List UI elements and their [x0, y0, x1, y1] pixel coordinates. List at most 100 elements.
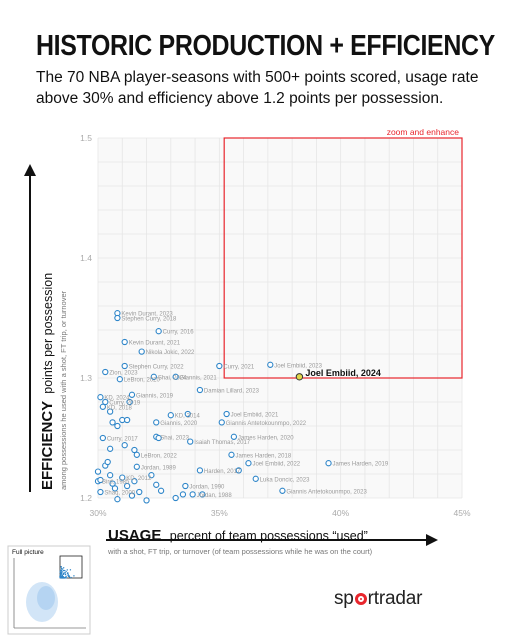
y-axis-sublabel: among possessions he used with a shot, F… [59, 290, 68, 490]
data-label: Joel Embiid, 2023 [274, 363, 322, 369]
data-point [106, 408, 114, 415]
x-axis-sublabel: with a shot, FT trip, or turnover (of te… [107, 547, 373, 556]
data-point [218, 419, 225, 426]
inset-point [62, 569, 65, 572]
data-label: James Harden, 2018 [235, 453, 291, 459]
x-axis-label-rest: percent of team possessions “used” [170, 529, 368, 543]
data-point [133, 463, 140, 470]
x-tick-label: 35% [211, 508, 228, 518]
data-label: Nikola Jokic, 2022 [146, 350, 195, 356]
data-label: KD, 2012 [126, 476, 152, 482]
data-label: Shai, 2024 [158, 375, 187, 381]
data-label: Joel Embiid, 2021 [231, 413, 279, 419]
inset-label: Full picture [12, 549, 44, 556]
inset-point [73, 575, 75, 577]
x-axis-label-big: USAGE [108, 527, 161, 544]
zoom-box: zoom and enhance [223, 127, 463, 379]
data-label: Giannis, 2019 [136, 393, 174, 399]
data-point [187, 438, 194, 445]
y-axis-label-big: EFFICIENCY [39, 401, 56, 490]
data-point [99, 403, 107, 410]
x-axis-arrow [106, 534, 438, 546]
data-point [123, 416, 131, 424]
data-point [97, 488, 104, 496]
page-subtitle: The 70 NBA player-seasons with 500+ poin… [36, 69, 479, 107]
data-point [109, 419, 116, 426]
chart-grid [97, 137, 463, 499]
data-label: Luka Doncic, 2023 [260, 477, 310, 483]
data-point [116, 376, 123, 383]
data-point [228, 451, 235, 458]
data-point [153, 419, 160, 426]
data-point [138, 348, 145, 355]
data-label: Stephen Curry, 2018 [121, 317, 177, 323]
data-label: Giannis, 2020 [160, 421, 198, 427]
inset-points [59, 566, 75, 579]
inset-point [64, 573, 67, 576]
inset-full-picture: Full picture [7, 545, 91, 635]
data-point [184, 410, 191, 418]
inset-point [60, 574, 62, 576]
data-label: Giannis Antetokounmpo, 2022 [226, 421, 307, 427]
data-point [148, 472, 155, 479]
data-label: Stephen Curry, 2022 [129, 365, 185, 371]
data-point [104, 458, 111, 466]
data-point [102, 398, 109, 406]
data-point [128, 391, 136, 398]
data-label: Harden, 2017 [204, 469, 241, 475]
data-point [172, 373, 179, 380]
y-tick-label: 1.5 [80, 133, 92, 143]
data-point [235, 467, 242, 474]
x-tick-label: 40% [332, 508, 349, 518]
data-point [230, 433, 238, 440]
inset-point [65, 575, 67, 578]
data-point [199, 491, 206, 498]
data-point [252, 475, 259, 482]
data-point [109, 480, 116, 487]
data-point [245, 460, 252, 467]
data-point [267, 361, 274, 368]
data-point [114, 496, 121, 503]
data-point [99, 434, 107, 442]
y-tick-label: 1.3 [80, 373, 92, 383]
data-point [172, 494, 179, 502]
y-axis-label: EFFICIENCY points per possession [39, 273, 56, 490]
inset-point [60, 567, 63, 570]
data-label: Kevin Durant, 2021 [129, 341, 181, 347]
data-label: KD, 2014 [175, 414, 201, 420]
data-point [131, 478, 138, 485]
data-point [189, 491, 196, 498]
data-point [216, 362, 223, 370]
inset-point [67, 573, 69, 575]
data-label: Curry, 2016 [163, 330, 195, 336]
data-point [97, 394, 104, 401]
highlight-point: Joel Embiid, 2024 [295, 368, 381, 381]
inset-point [60, 572, 62, 574]
data-label: LeBron, 2022 [141, 453, 178, 459]
data-label: Curry, 2019 [109, 401, 141, 407]
data-point [155, 328, 162, 335]
data-point [128, 492, 136, 499]
data-label: Jordan, 1988 [197, 493, 233, 499]
data-point [114, 422, 121, 430]
inset-point [60, 570, 63, 572]
data-point [119, 474, 126, 481]
data-label: James Harden, 2019 [333, 462, 389, 468]
data-point [279, 487, 286, 494]
data-point [111, 485, 119, 492]
inset-point [60, 566, 62, 568]
axis-ticks: 30% 35% 40% 45% 1.2 1.3 1.4 1.5 [80, 133, 471, 518]
data-label: James Harden, 2020 [238, 435, 294, 441]
brand-suffix: rtradar [367, 588, 423, 609]
brand-o-mark [354, 593, 367, 605]
inset-point [61, 574, 63, 576]
data-label: KD, 2024 [104, 396, 130, 402]
data-point [223, 410, 230, 418]
sportradar-logo: sp rtradar [334, 588, 422, 610]
data-label: LeBron, 2020 [124, 378, 161, 384]
data-label: Bird, 1985 [102, 480, 130, 486]
page-title: HISTORIC PRODUCTION + EFFICIENCY [36, 30, 495, 62]
data-point [196, 386, 204, 394]
data-label: Damian Lillard, 2023 [204, 389, 260, 395]
data-point [155, 434, 162, 442]
